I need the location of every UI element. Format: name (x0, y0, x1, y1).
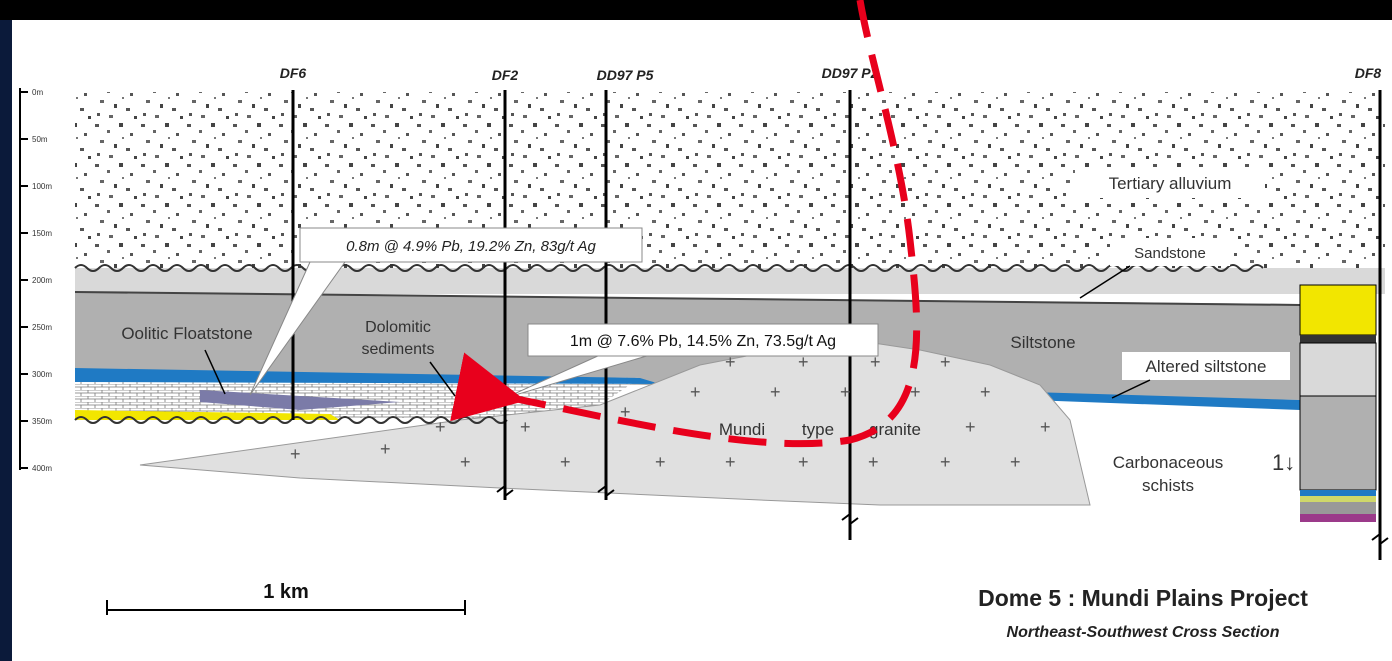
label-schists: schists (1142, 476, 1194, 495)
granite-cross-symbol: + (770, 382, 781, 402)
drillhole-df8: DF8 (1355, 65, 1382, 81)
label-siltstone: Siltstone (1010, 333, 1075, 352)
granite-cross-symbol: + (868, 452, 879, 472)
depth-axis: 0m 50m 100m 150m 200m 250m 300m 350m 400m (19, 88, 52, 473)
diagram-subtitle: Northeast-Southwest Cross Section (1007, 624, 1280, 641)
granite-cross-symbol: + (520, 417, 531, 437)
depth-tick-label: 300m (32, 370, 52, 379)
granite-cross-symbol: + (798, 452, 809, 472)
drillhole-df2: DF2 (492, 67, 519, 83)
depth-tick-label: 400m (32, 464, 52, 473)
scale-bar: 1 km (106, 581, 466, 615)
diagram-title: Dome 5 : Mundi Plains Project (978, 585, 1308, 611)
top-black-bar (0, 0, 1392, 20)
granite-cross-symbol: + (965, 417, 976, 437)
granite-cross-symbol: + (980, 382, 991, 402)
fault-symbol: 1↓ (1272, 450, 1295, 475)
granite-cross-symbol: + (1040, 417, 1051, 437)
drillhole-dd97-p5: DD97 P5 (597, 67, 654, 83)
label-carbonaceous: Carbonaceous (1113, 453, 1224, 472)
granite-cross-symbol: + (560, 452, 571, 472)
sandstone-layer (75, 268, 1385, 294)
granite-cross-symbol: + (655, 452, 666, 472)
granite-cross-symbol: + (690, 382, 701, 402)
label-altered-siltstone: Altered siltstone (1146, 357, 1267, 376)
label-dolomitic: Dolomitic (365, 319, 431, 336)
unconformity-lower (74, 416, 508, 424)
drillhole-df6: DF6 (280, 65, 307, 81)
granite-cross-symbol: + (725, 452, 736, 472)
depth-tick-label: 0m (32, 88, 43, 97)
granite-cross-symbol: + (870, 352, 881, 372)
unconformity-upper (74, 264, 1264, 272)
granite-cross-symbol: + (910, 382, 921, 402)
granite-cross-symbol: + (460, 452, 471, 472)
granite-cross-symbol: + (725, 352, 736, 372)
granite-body (139, 337, 1091, 506)
altered-siltstone-band-east (1030, 392, 1300, 410)
granite-cross-symbol: + (435, 417, 446, 437)
unit-labels: Tertiary alluvium Sandstone Siltstone Al… (121, 168, 1295, 495)
granite-cross-symbol: + (1010, 452, 1021, 472)
intercept-df6: 0.8m @ 4.9% Pb, 19.2% Zn, 83g/t Ag (346, 238, 596, 255)
depth-tick-label: 50m (32, 135, 48, 144)
depth-tick-label: 350m (32, 417, 52, 426)
depth-tick-label: 200m (32, 276, 52, 285)
red-dashed-arrow (450, 0, 921, 448)
label-sandstone: Sandstone (1134, 245, 1206, 262)
granite-cross-symbol: + (380, 439, 391, 459)
label-oolitic-floatstone: Oolitic Floatstone (121, 324, 252, 343)
depth-tick-label: 100m (32, 182, 52, 191)
df8-strip-log (1299, 284, 1377, 522)
label-sediments: sediments (362, 341, 435, 358)
intercept-df2: 1m @ 7.6% Pb, 14.5% Zn, 73.5g/t Ag (570, 333, 836, 350)
granite-cross-symbol: + (840, 382, 851, 402)
granite-crosses: + ++ + + + + + + ++ +++ + + + ++ + + ++ + (290, 352, 1051, 472)
depth-tick-label: 150m (32, 229, 52, 238)
label-granite: granite (869, 420, 921, 439)
drillhole-dd97-p2: DD97 P2 (822, 65, 879, 81)
label-tertiary-alluvium: Tertiary alluvium (1109, 174, 1232, 193)
label-mundi: Mundi (719, 420, 765, 439)
granite-cross-symbol: + (290, 444, 301, 464)
depth-tick-label: 250m (32, 323, 52, 332)
callout-df2: 1m @ 7.6% Pb, 14.5% Zn, 73.5g/t Ag (504, 323, 879, 399)
sandstone-base (74, 291, 1301, 306)
granite-cross-symbol: + (798, 352, 809, 372)
scale-bar-label: 1 km (263, 581, 309, 603)
label-type: type (802, 420, 834, 439)
callout-df6: 0.8m @ 4.9% Pb, 19.2% Zn, 83g/t Ag (249, 227, 643, 396)
drillholes: DF6 DF2 DD97 P5 DD97 P2 DF8 (280, 65, 1389, 560)
granite-cross-symbol: + (940, 352, 951, 372)
granite-cross-symbol: + (940, 452, 951, 472)
granite-cross-symbol: + (620, 402, 631, 422)
